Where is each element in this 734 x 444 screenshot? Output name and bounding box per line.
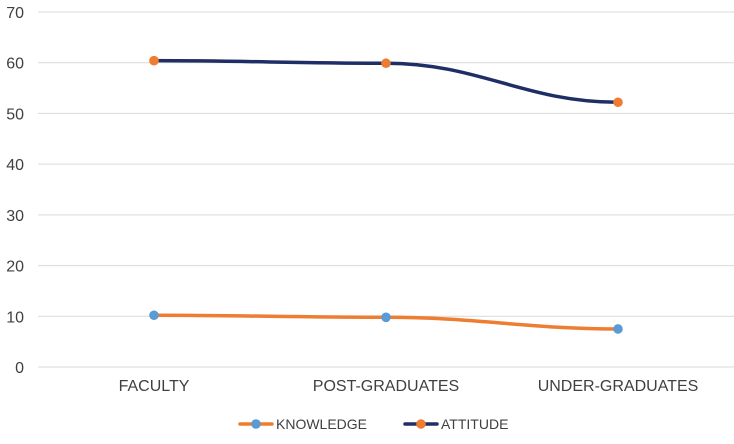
x-tick-label: UNDER-GRADUATES	[538, 378, 699, 395]
x-axis-tick-labels: FACULTY POST-GRADUATES UNDER-GRADUATES	[119, 378, 699, 395]
x-tick-label: FACULTY	[119, 378, 190, 395]
y-tick-label: 20	[6, 259, 24, 276]
legend: KNOWLEDGE ATTITUDE	[238, 416, 508, 432]
y-tick-label: 0	[15, 360, 24, 377]
legend-label: KNOWLEDGE	[276, 416, 367, 432]
y-tick-label: 40	[6, 157, 24, 174]
y-tick-label: 70	[6, 5, 24, 22]
series-attitude	[149, 55, 623, 108]
data-point	[613, 324, 623, 334]
legend-marker	[251, 419, 261, 429]
y-tick-label: 10	[6, 309, 24, 326]
y-tick-label: 60	[6, 56, 24, 73]
legend-item-knowledge: KNOWLEDGE	[238, 416, 367, 432]
data-point	[381, 58, 391, 69]
data-point	[613, 97, 623, 108]
legend-marker	[416, 419, 426, 429]
data-point	[149, 55, 159, 66]
series-knowledge	[149, 310, 623, 334]
x-tick-label: POST-GRADUATES	[313, 378, 459, 395]
y-axis-tick-labels: 0 10 20 30 40 50 60 70	[6, 5, 24, 377]
data-point	[149, 310, 159, 321]
data-point	[381, 312, 391, 323]
y-tick-label: 30	[6, 208, 24, 225]
y-tick-label: 50	[6, 106, 24, 123]
legend-item-attitude: ATTITUDE	[403, 416, 508, 432]
legend-label: ATTITUDE	[441, 416, 508, 432]
